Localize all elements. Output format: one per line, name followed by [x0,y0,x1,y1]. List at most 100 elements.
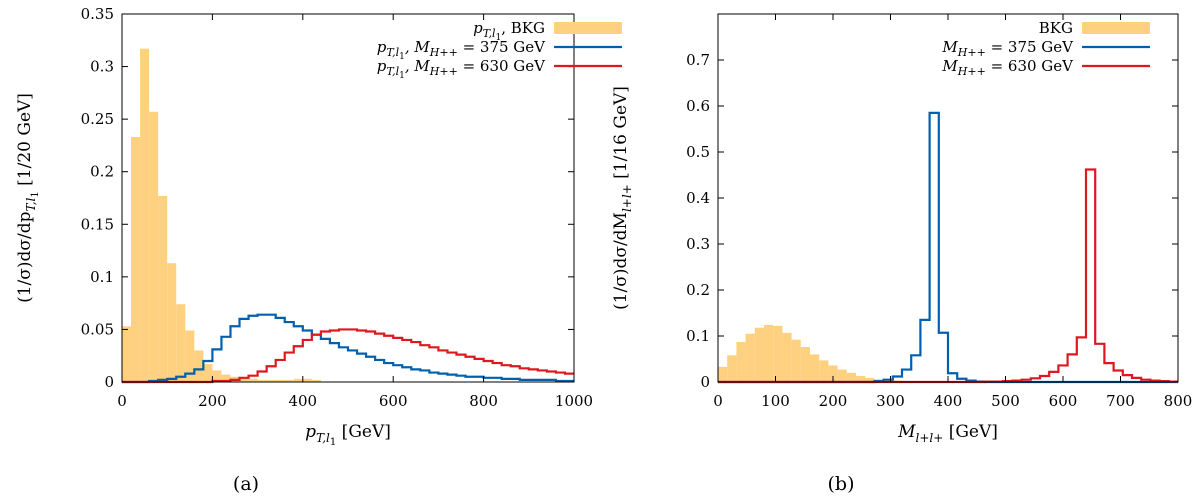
label-part: 1 [399,52,405,62]
step-series-line [122,328,574,384]
label-part: 1 [399,71,405,81]
label-part: [1/16 GeV] [611,86,631,184]
histogram-bar [212,370,222,382]
y-tick-label: 0.7 [686,51,710,69]
x-tick-label: 100 [761,392,790,410]
histogram-bar [194,350,204,382]
panel-caption: (a) [233,473,259,495]
x-axis-label: pT,l1 [GeV] [305,422,391,448]
histogram-bar [203,364,213,382]
y-tick-label: 0.1 [686,327,710,345]
x-tick-label: 200 [198,392,227,410]
label-part: H++ [957,46,986,59]
x-tick-label: 400 [934,392,963,410]
label-part: H++ [429,46,458,59]
histogram-bar [257,379,267,382]
histogram-bar [167,263,177,382]
histogram-bar [275,379,285,382]
label-part: = 630 GeV [458,57,546,75]
histogram-bar [819,360,829,382]
histogram-bar [828,365,838,382]
label-part: , BKG [501,19,545,37]
histogram-bar [865,377,875,382]
histogram-bar [846,372,856,382]
histogram-bar [140,48,150,382]
label-part: 1 [30,191,41,197]
label-part: M [897,422,916,442]
legend-swatch [1082,22,1150,34]
y-tick-label: 0.6 [686,97,710,115]
step-series-line [122,313,574,384]
histogram-bar [800,347,810,382]
histogram-bar [221,374,231,382]
histogram-bar [764,324,774,382]
x-tick-label: 600 [1049,392,1078,410]
histogram-bar [311,379,321,382]
histogram-bar [131,137,141,382]
legend-entry-label: pT,l1, MH++ = 630 GeV [377,57,546,81]
label-part: p [473,19,483,37]
label-part: , M [405,38,431,56]
histogram-bar [302,378,312,382]
histogram-bar [185,330,195,382]
x-tick-label: 0 [117,392,127,410]
histogram-bar [745,333,755,382]
legend-swatch [554,22,622,34]
label-part: [GeV] [943,422,998,442]
histogram-bar [149,111,159,382]
y-tick-label: 0.1 [90,268,114,286]
y-tick-label: 0.2 [90,163,114,181]
label-part: 1 [496,33,502,43]
histogram-bar [791,339,801,382]
y-tick-label: 0.35 [81,5,114,23]
label-part: BKG [1039,19,1073,37]
x-tick-label: 500 [991,392,1020,410]
label-part: l+l+ [916,431,944,445]
label-part: [GeV] [336,422,391,442]
histogram-bar [810,354,820,382]
label-part: p [305,422,316,442]
label-part: T,l [316,431,330,445]
label-part: = 375 GeV [986,38,1074,56]
histogram-bar [158,195,168,382]
label-part: (1/σ)dσ/dM [611,212,631,310]
label-part: = 375 GeV [458,38,546,56]
label-part: 1 [330,437,336,448]
x-tick-label: 0 [713,392,723,410]
legend-entry-label: MH++ = 375 GeV [941,38,1074,59]
y-axis-label: (1/σ)dσ/dMl+l+ [1/16 GeV] [611,86,634,310]
histogram-bar [248,378,258,382]
label-part: M [941,38,958,56]
x-tick-label: 200 [819,392,848,410]
y-tick-label: 0 [700,373,710,391]
histogram-bar [284,379,294,382]
y-tick-label: 0 [104,373,114,391]
y-tick-label: 0.05 [81,320,114,338]
x-tick-label: 400 [288,392,317,410]
label-part: p [377,38,387,56]
histogram-bar [293,378,303,382]
histogram-bar [718,366,728,382]
x-tick-label: 300 [876,392,905,410]
histogram-bar [754,327,764,382]
label-part: l+l+ [620,184,634,212]
y-axis-label: (1/σ)dσ/dpT,l1 [1/20 GeV] [15,93,41,303]
chart-panel-a: 0 200 400 600 800 1000 0 0.05 0.1 0.15 0.2 0.25 0.3 0… [15,5,622,495]
histogram-bar [773,325,783,382]
y-tick-label: 0.2 [686,281,710,299]
y-tick-label: 0.4 [686,189,710,207]
histogram-bar [727,355,737,382]
x-axis-label: Ml+l+ [GeV] [897,422,998,445]
legend-entry-label: pT,l1, BKG [473,19,545,43]
histogram-bar [266,379,276,382]
label-part: T,l [386,46,399,59]
x-tick-label: 600 [379,392,408,410]
histogram-bar [122,326,132,382]
histogram-bar [239,377,249,382]
histogram-bar [856,376,866,382]
label-part: T,l [386,65,399,78]
y-tick-label: 0.5 [686,143,710,161]
x-tick-label: 700 [1106,392,1135,410]
label-part: H++ [957,65,986,78]
